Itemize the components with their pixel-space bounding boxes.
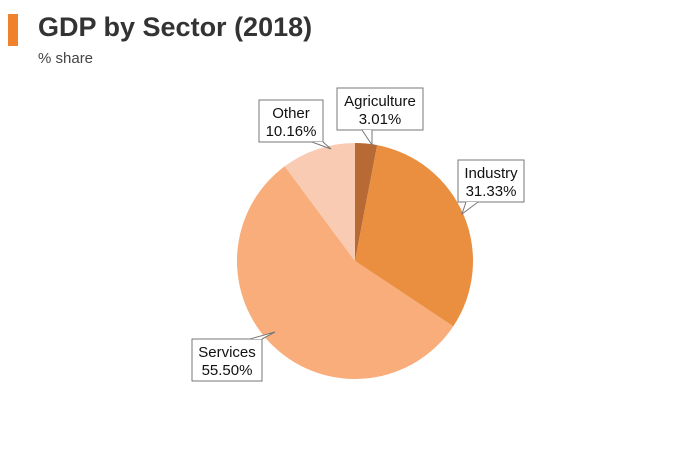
callout-pointer (249, 331, 276, 340)
callout-box (336, 87, 424, 131)
callout-pointer (311, 141, 332, 150)
data-label-value: 3.01% (359, 111, 402, 128)
data-label-value: 10.16% (266, 123, 317, 140)
pie-slice-other (284, 143, 355, 261)
title-accent-bar (8, 14, 18, 46)
callout-pointer (361, 129, 373, 147)
pie-slice-agriculture (355, 143, 378, 261)
pie-slice-services (237, 166, 454, 379)
data-label-value: 55.50% (202, 362, 253, 379)
callout-pointer (461, 201, 479, 216)
callout-box (258, 99, 324, 143)
callout-box (191, 338, 263, 382)
data-label-name: Other (272, 105, 310, 122)
pie-slice-industry (355, 145, 473, 327)
data-label-name: Industry (464, 165, 518, 182)
data-label-value: 31.33% (466, 183, 517, 200)
callout-box (457, 159, 525, 203)
chart-title: GDP by Sector (2018) (38, 12, 313, 42)
data-label-name: Services (198, 344, 256, 361)
chart-subtitle: % share (38, 50, 94, 67)
data-label-name: Agriculture (344, 93, 416, 110)
